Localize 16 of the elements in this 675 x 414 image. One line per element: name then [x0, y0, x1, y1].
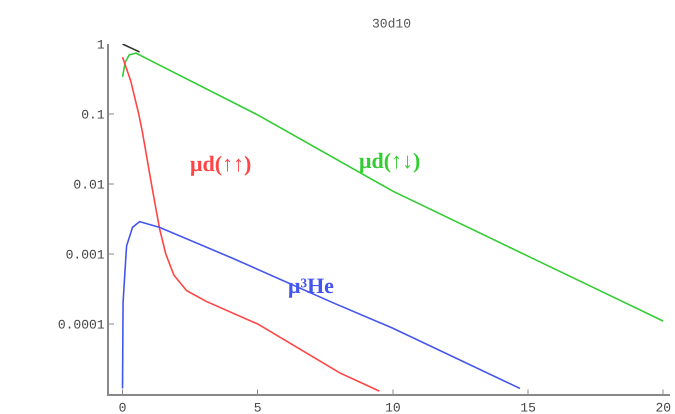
y-tick-label: 0.0001 [58, 318, 105, 333]
x-tick-label: 20 [655, 400, 672, 414]
chart-title: 30d10 [372, 16, 412, 32]
x-tick-label: 15 [520, 400, 536, 414]
x-tick-label: 0 [118, 400, 126, 414]
line-series [122, 52, 664, 322]
series-label: μd(↑↑) [190, 151, 252, 176]
y-tick-label: 1 [96, 38, 105, 53]
y-tick-label: 0.001 [66, 248, 105, 263]
line-series [122, 220, 521, 390]
series-label: μd(↑↓) [359, 148, 420, 173]
x-tick-label: 5 [254, 400, 262, 414]
series-label: μ³He [288, 273, 334, 298]
y-tick-label: 0.1 [81, 108, 105, 123]
x-tick-label: 10 [385, 400, 401, 414]
y-tick-label: 0.01 [73, 178, 105, 193]
